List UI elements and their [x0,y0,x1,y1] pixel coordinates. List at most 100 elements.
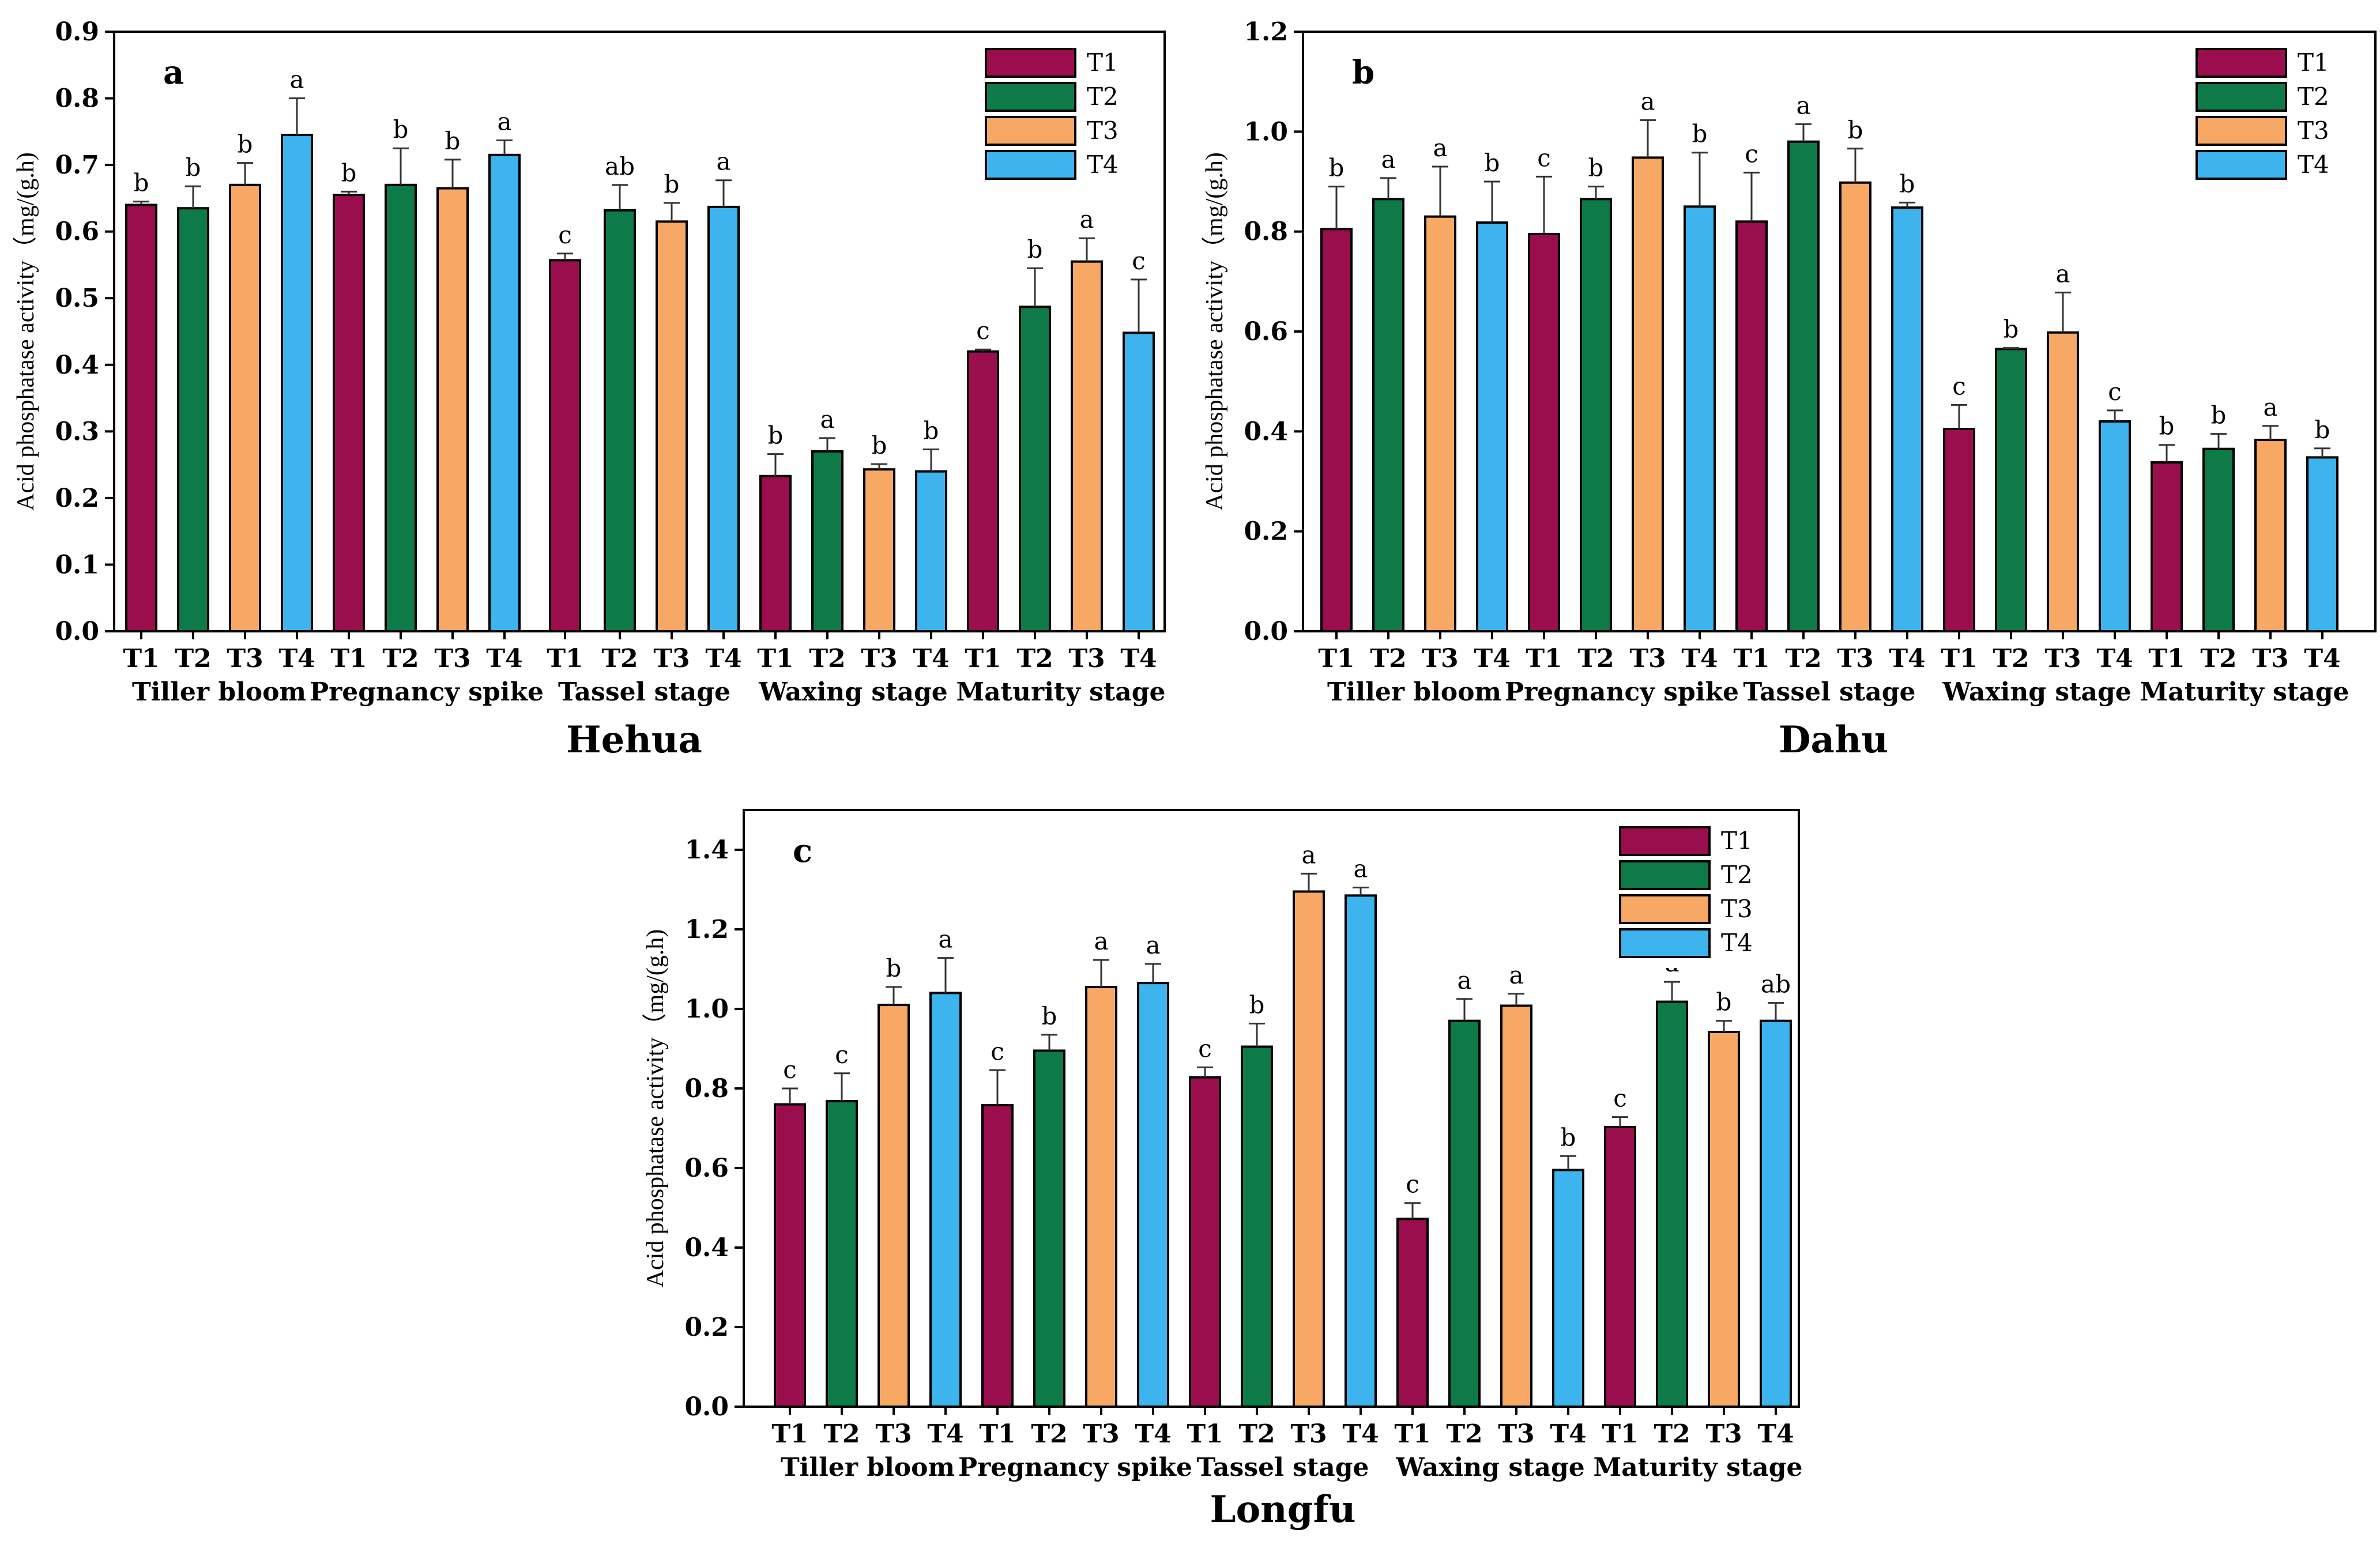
significance-label: ab [605,152,635,180]
y-tick-label: 0.8 [684,1074,729,1103]
significance-label: b [872,431,887,459]
legend-label: T2 [2298,82,2329,111]
y-tick-label: 0.7 [55,150,99,180]
significance-label: c [783,1056,797,1084]
significance-label: c [1952,372,1966,400]
x-tick-label: T1 [1941,644,1977,673]
y-tick-label: 0.3 [55,417,99,446]
x-tick-label: T2 [1370,644,1406,673]
significance-label: c [1406,1170,1419,1199]
bar [1189,1076,1221,1408]
significance-label: c [558,221,572,249]
chart-panel-hehua: 0.0 0.1 0.2 0.3 0.4 0.5 0.6 0.7 0.8 0.9 Acid phosp… [13,17,1166,762]
stage-label: Maturity stage [1594,1453,1803,1482]
bar [2047,331,2079,632]
significance-label: a [1381,145,1395,174]
bar [1708,1031,1740,1408]
x-tick-label: T4 [705,644,741,673]
significance-label: a [289,66,304,94]
x-tick-label: T1 [979,1419,1015,1449]
significance-label: c [976,317,990,345]
significance-label: a [1301,841,1316,869]
bar [878,1004,910,1408]
x-tick-label: T1 [547,644,583,673]
stage-label: Tassel stage [1197,1453,1369,1482]
stage-label: Waxing stage [1942,677,2132,707]
significance-label: a [2055,259,2070,288]
bar [1320,228,1353,633]
significance-label: b [1588,154,1604,182]
significance-label: c [835,1041,849,1069]
x-tick-label: T2 [1031,1419,1067,1449]
significance-label: b [2211,401,2227,429]
significance-label: a [497,107,511,135]
bar [967,350,999,633]
x-tick-label: T3 [861,644,897,673]
x-tick-label: T1 [123,644,159,673]
legend-swatch [1619,894,1711,924]
stage-label: Tiller bloom [1327,677,1501,707]
bar [1071,260,1103,632]
significance-label: a [716,148,730,176]
panel-letter: c [793,832,812,870]
legend-swatch [2196,150,2287,180]
x-tick-label: T3 [1290,1419,1327,1449]
x-tick-label: T3 [1422,644,1458,673]
x-tick-label: T4 [1342,1419,1379,1449]
x-tick-label: T2 [1993,644,2029,673]
significance-label: b [134,169,149,197]
x-tick-label: T4 [1681,644,1718,673]
plot-frame [113,31,1166,632]
x-tick-label: T1 [2148,644,2185,673]
x-tick-label: T3 [1629,644,1666,673]
significance-label: c [1132,247,1146,275]
bar [1580,198,1612,633]
bar [1995,348,2027,632]
significance-label: b [886,954,902,982]
bar [1760,1019,1792,1408]
legend-swatch [2196,82,2287,112]
bar [1656,1000,1688,1408]
x-tick-label: T2 [809,644,845,673]
y-tick-label: 0.4 [684,1233,729,1263]
bar [1787,140,1820,632]
significance-label: b [1485,149,1500,177]
bar [759,474,792,632]
significance-label: b [1329,154,1345,182]
stage-label: Pregnancy spike [958,1453,1192,1482]
stage-label: Pregnancy spike [1505,677,1739,707]
bar [385,183,417,632]
x-tick-label: T1 [1526,644,1562,673]
x-tick-label: T1 [1733,644,1769,673]
legend-label: T4 [1087,150,1119,179]
bar [1424,215,1456,632]
legend-label: T2 [1721,861,1753,889]
bar [1500,1004,1532,1408]
x-tick-label: T4 [2304,644,2340,673]
bar [656,220,688,633]
stage-label: Waxing stage [1395,1453,1585,1482]
panel-title: Hehua [566,718,702,762]
y-tick-label: 0.6 [55,217,99,247]
legend-swatch [985,82,1076,112]
y-axis-label: Acid phosphatase activity（mg/(g.h) [13,152,39,511]
x-tick-label: T2 [1238,1419,1275,1449]
bar [1604,1125,1636,1408]
x-tick-label: T1 [757,644,793,673]
chart-panel-dahu: 0.0 0.2 0.4 0.6 0.8 1.0 1.2 Acid phosphatase ac… [1202,17,2377,762]
y-tick-label: 0.8 [1244,217,1288,247]
y-tick-label: 1.2 [684,915,729,944]
bar [281,134,313,633]
bar [1684,205,1716,633]
significance-label: c [2108,378,2122,406]
y-tick-label: 0.5 [55,284,99,313]
significance-label: b [1848,116,1863,144]
x-tick-label: T4 [278,644,315,673]
significance-label: b [393,115,409,144]
legend-label: T2 [1087,82,1119,111]
significance-label: a [1433,134,1447,162]
significance-label: b [1900,169,1915,198]
significance-label: b [341,159,357,187]
x-tick-label: T4 [1135,1419,1171,1449]
x-tick-label: T4 [927,1419,963,1449]
